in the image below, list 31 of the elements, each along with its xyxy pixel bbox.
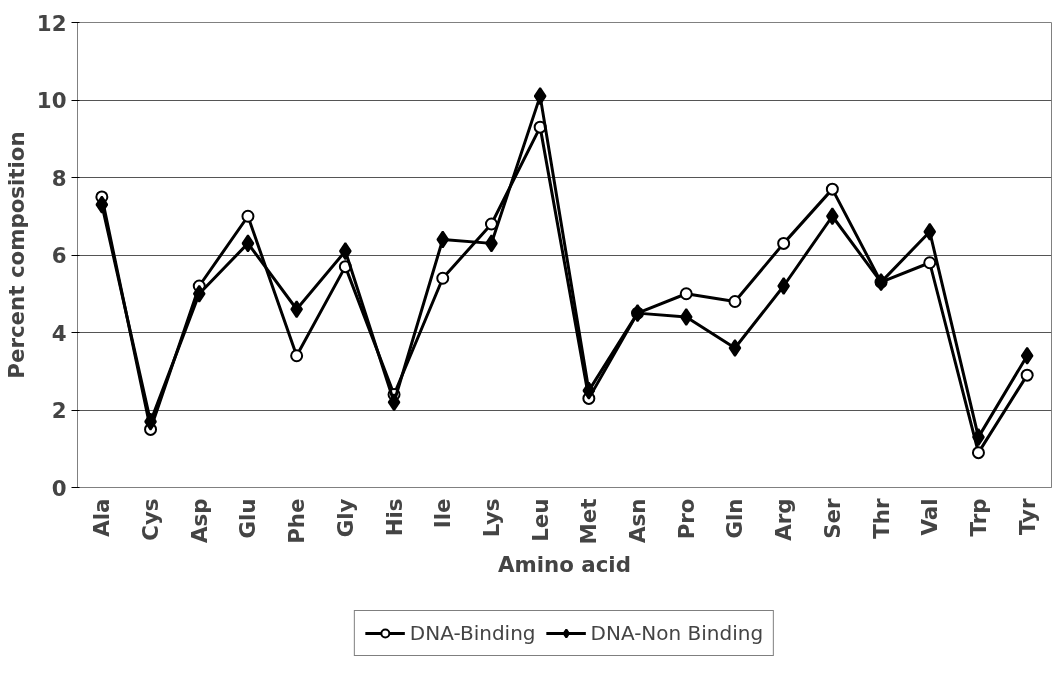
x-tick-label: Tyr [1014, 498, 1040, 535]
x-tick-label: Asn [625, 498, 651, 543]
x-tick-label: Gly [332, 498, 358, 538]
x-tick-label: Ile [430, 498, 456, 529]
y-tick-label: 4 [51, 320, 67, 346]
x-tick-label: Cys [138, 498, 164, 541]
x-tick-label: Trp [965, 498, 991, 537]
x-tick-label: Asp [186, 498, 212, 543]
x-tick-label: Met [576, 498, 602, 545]
x-tick-label: Glu [235, 498, 261, 539]
x-tick-label: Val [917, 498, 943, 536]
x-tick-label: Leu [527, 498, 553, 542]
x-axis-title: Amino acid [498, 552, 631, 578]
x-tick-label: Pro [673, 498, 699, 540]
legend-label: DNA-Binding [409, 621, 536, 645]
x-tick-label: Arg [771, 498, 797, 541]
x-tick-label: His [381, 498, 407, 537]
x-tick-label: Lys [478, 498, 504, 538]
legend-label: DNA-Non Binding [590, 621, 764, 645]
x-tick-label: Ser [819, 498, 845, 539]
y-axis-title: Percent composition [3, 131, 29, 379]
y-tick-label: 2 [51, 398, 67, 423]
y-tick-label: 12 [36, 10, 67, 36]
x-tick-label: Phe [284, 498, 310, 544]
y-tick-label: 6 [51, 243, 67, 268]
x-tick-label: Ala [89, 498, 115, 537]
x-tick-label: Gln [722, 498, 748, 539]
y-tick-label: 10 [36, 88, 67, 113]
x-tick-label: Thr [868, 498, 894, 539]
y-tick-label: 0 [51, 475, 67, 501]
y-tick-label: 8 [51, 165, 67, 191]
